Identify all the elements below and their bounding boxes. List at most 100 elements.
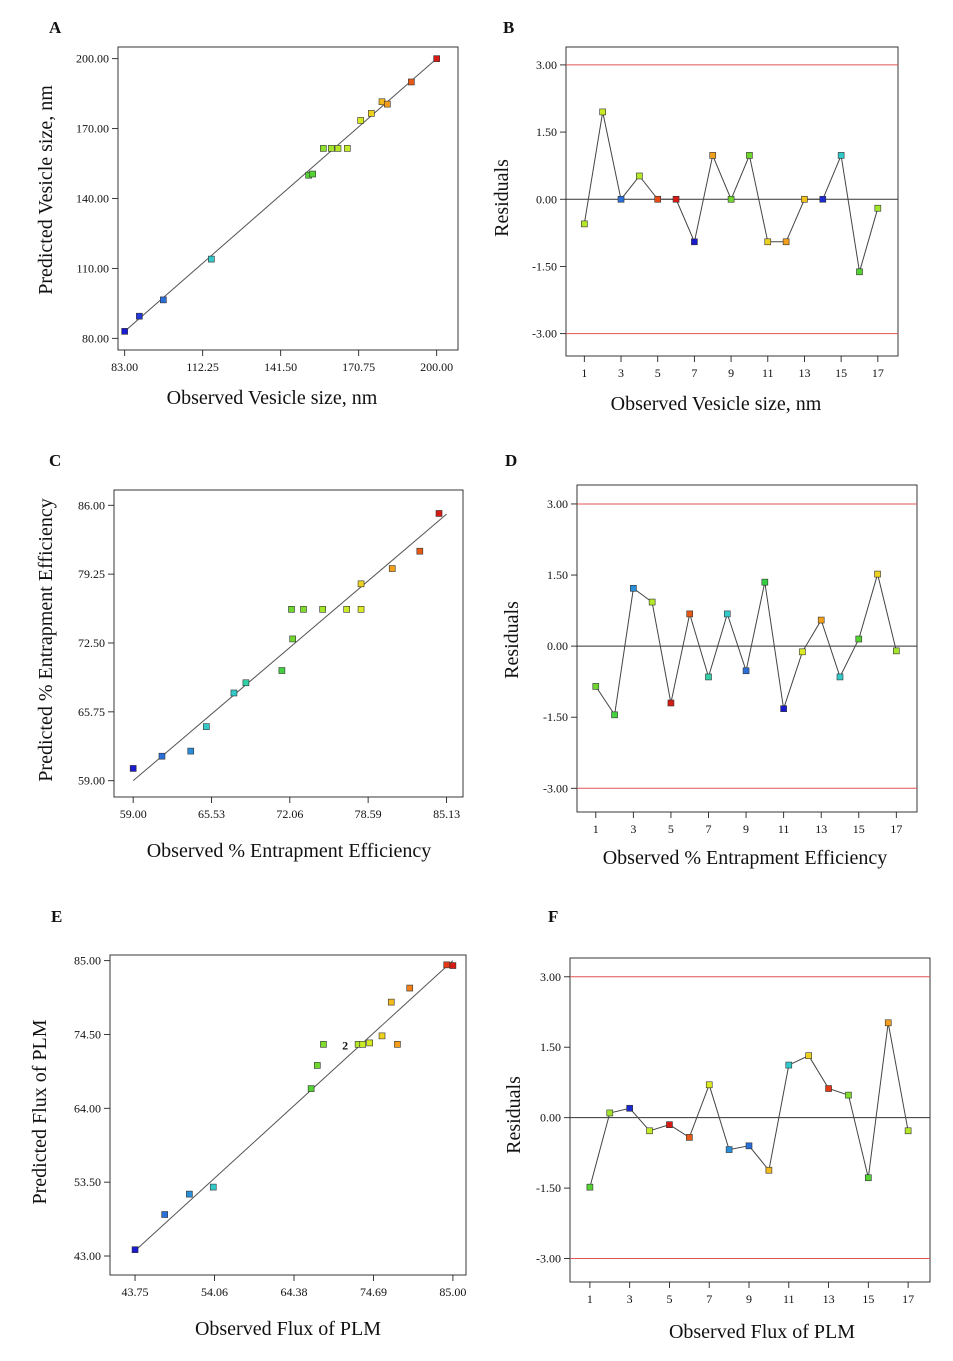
y-tick-label: 74.50 xyxy=(74,1027,101,1041)
x-tick-label: 1 xyxy=(587,1292,593,1306)
data-point-marker xyxy=(288,606,295,613)
y-tick-label: 1.50 xyxy=(547,568,568,582)
x-tick-label: 13 xyxy=(798,366,810,380)
x-tick-label: 5 xyxy=(666,1292,672,1306)
x-tick-label: 15 xyxy=(853,822,865,836)
data-point-marker xyxy=(320,145,327,152)
data-point-marker xyxy=(874,570,881,578)
data-point-marker xyxy=(666,1121,673,1128)
data-point-marker xyxy=(648,598,656,606)
data-point-marker xyxy=(334,145,342,152)
panel-c: C 59.00 65.53 72.06 78.59 85.13 59.00 65.75 72.5… xyxy=(35,451,464,862)
data-point-marker xyxy=(836,673,844,681)
data-point-marker xyxy=(865,1174,872,1182)
data-point-marker xyxy=(131,1246,139,1253)
y-tick-label: 59.00 xyxy=(78,774,105,788)
panel-e: E 43.75 54.06 64.38 74.69 85.00 43.00 53.50 64.0… xyxy=(29,907,467,1340)
x-tick-label: 3 xyxy=(618,366,624,380)
data-point-marker xyxy=(408,78,415,86)
x-tick-label: 11 xyxy=(762,366,774,380)
x-tick-label: 7 xyxy=(691,366,697,380)
y-tick-label: -1.50 xyxy=(543,710,568,724)
data-point-marker xyxy=(654,195,662,203)
y-tick-label: 0.00 xyxy=(536,192,557,206)
data-point-marker xyxy=(709,152,717,159)
y-axis-title: Predicted Vesicle size, nm xyxy=(35,85,57,295)
y-tick-label: 0.00 xyxy=(547,639,568,653)
panel-d-plot-area xyxy=(576,484,918,813)
x-axis-title: Observed Vesicle size, nm xyxy=(611,393,822,415)
data-point-marker xyxy=(742,667,750,675)
x-tick-label: 65.53 xyxy=(198,807,225,821)
y-tick-label: 200.00 xyxy=(76,52,109,66)
y-tick-label: 0.00 xyxy=(540,1111,561,1125)
data-point-marker xyxy=(837,152,845,159)
x-axis-title: Observed % Entrapment Efficiency xyxy=(147,840,432,862)
data-point-marker xyxy=(344,145,351,152)
data-point-marker xyxy=(121,328,128,335)
y-axis-title: Predicted % Entrapment Efficiency xyxy=(35,498,57,781)
x-tick-label: 11 xyxy=(783,1292,795,1306)
fit-line xyxy=(132,513,447,782)
data-point-marker xyxy=(856,268,863,276)
data-point-marker xyxy=(384,100,391,108)
x-axis-title: Observed Flux of PLM xyxy=(669,1321,855,1343)
x-tick-label: 1 xyxy=(593,822,599,836)
panel-c-plot-area xyxy=(113,489,464,798)
data-point-marker xyxy=(378,1032,386,1040)
data-point-marker xyxy=(443,961,451,969)
y-tick-label: 43.00 xyxy=(74,1249,101,1263)
data-point-marker xyxy=(136,312,143,320)
y-axis-title: Predicted Flux of PLM xyxy=(29,1019,51,1204)
x-tick-label: 7 xyxy=(705,822,711,836)
x-tick-label: 59.00 xyxy=(120,807,147,821)
panel-e-letter: E xyxy=(51,907,62,926)
data-point-marker xyxy=(805,1052,812,1059)
y-tick-label: 64.00 xyxy=(74,1101,101,1115)
data-point-marker xyxy=(780,705,787,712)
panel-f: F1 3 5 7 9 11 13 15 17-3.00-1.500.001.503.00Obse… xyxy=(503,907,931,1343)
data-point-marker xyxy=(161,1211,169,1218)
data-point-marker xyxy=(705,1081,713,1089)
data-point-marker xyxy=(209,1183,217,1191)
data-point-marker xyxy=(359,1041,367,1048)
data-point-marker xyxy=(785,1061,793,1069)
data-point-marker xyxy=(611,711,618,719)
data-point-marker xyxy=(745,1142,753,1150)
x-tick-label: 9 xyxy=(746,1292,752,1306)
data-point-marker xyxy=(230,689,238,697)
data-point-marker xyxy=(705,673,712,681)
y-tick-label: 1.50 xyxy=(536,125,557,139)
x-tick-label: 9 xyxy=(728,366,734,380)
y-tick-label: 140.00 xyxy=(76,192,109,206)
x-tick-label: 112.25 xyxy=(186,360,219,374)
data-point-marker xyxy=(343,606,350,613)
fit-line xyxy=(134,960,454,1252)
x-tick-label: 11 xyxy=(778,822,790,836)
data-point-marker xyxy=(630,585,637,592)
data-point-marker xyxy=(746,152,753,159)
y-axis-title: Residuals xyxy=(501,601,523,679)
data-point-marker xyxy=(435,510,443,517)
x-tick-label: 17 xyxy=(902,1292,914,1306)
panel-b: B1 3 5 7 9 11 13 15 17-3.00-1.500.001.503.00Obse… xyxy=(491,18,899,415)
data-point-marker xyxy=(313,1062,321,1069)
x-tick-label: 74.69 xyxy=(360,1285,387,1299)
y-axis-title: Residuals xyxy=(491,159,513,237)
data-point-marker xyxy=(357,606,365,613)
data-point-marker xyxy=(357,580,365,588)
y-tick-label: 3.00 xyxy=(547,497,568,511)
x-tick-label: 5 xyxy=(655,366,661,380)
data-point-marker xyxy=(904,1127,912,1135)
x-tick-label: 3 xyxy=(627,1292,633,1306)
data-point-marker xyxy=(884,1019,892,1027)
x-axis-title: Observed % Entrapment Efficiency xyxy=(603,847,888,869)
panel-a: A 83.00 112.25 141.50 170.75 200.00 80.00 110.0… xyxy=(35,18,459,409)
point-overlap-annotation: 2 xyxy=(342,1039,348,1053)
data-point-marker xyxy=(855,635,863,643)
data-point-marker xyxy=(187,747,195,755)
y-tick-label: -1.50 xyxy=(532,259,557,273)
x-tick-label: 54.06 xyxy=(201,1285,228,1299)
data-point-marker xyxy=(581,220,588,228)
y-tick-label: -1.50 xyxy=(536,1181,561,1195)
